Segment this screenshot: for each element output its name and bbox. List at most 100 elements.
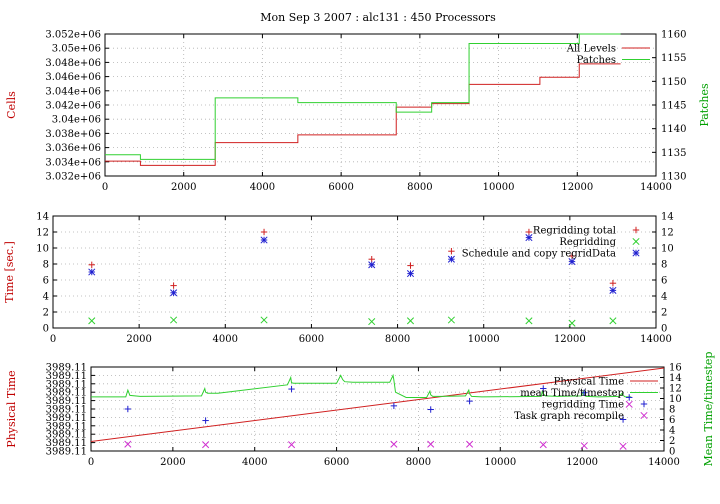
x-tick-label: 4000: [242, 457, 267, 468]
y-tick-label-left: 3989.11: [46, 421, 87, 432]
y-tick-label-right: 10: [661, 244, 674, 255]
y-tick-label-left: 4: [43, 292, 49, 303]
x-tick-label: 12000: [561, 182, 593, 193]
y-axis-label-left: Time [sec.]: [3, 241, 16, 303]
y-tick-label-right: 2: [661, 308, 667, 319]
data-point: [170, 289, 178, 297]
legend-label: Schedule and copy regridData: [462, 249, 616, 260]
data-point: [88, 317, 96, 325]
data-point: [540, 385, 547, 392]
legend-label: Regridding total: [533, 226, 616, 237]
x-tick-label: 6000: [328, 182, 353, 193]
legend-label: All Levels: [566, 44, 616, 55]
series-line-physical-time: [90, 367, 665, 443]
data-point: [466, 440, 474, 448]
y-tick-label-left: 3989.11: [46, 388, 87, 399]
x-tick-label: 4000: [250, 182, 275, 193]
y-tick-label-right: 0: [669, 447, 675, 458]
x-tick-label: 0: [50, 334, 56, 345]
x-tick-label: 4000: [213, 334, 238, 345]
data-point: [202, 417, 209, 424]
data-point: [568, 258, 576, 266]
data-point: [260, 316, 268, 324]
x-tick-label: 2000: [126, 334, 151, 345]
x-tick-label: 10000: [484, 457, 516, 468]
y-tick-label-left: 3989.11: [46, 430, 87, 441]
y-axis-label-right: Patches: [698, 83, 711, 127]
data-point: [609, 317, 617, 325]
data-point: [427, 406, 434, 413]
y-tick-label-left: 3989.11: [46, 438, 87, 449]
data-point: [260, 228, 268, 236]
legend-marker: [640, 411, 648, 420]
x-tick-label: 10000: [483, 182, 515, 193]
data-point: [580, 389, 588, 396]
data-point: [88, 268, 96, 276]
data-point: [260, 236, 268, 244]
y-tick-label-right: 1140: [661, 124, 686, 135]
y-tick-label-right: 14: [661, 212, 674, 223]
data-point: [407, 262, 414, 269]
y-tick-label-left: 10: [36, 244, 49, 255]
legend-marker: [632, 237, 640, 246]
x-tick-label: 2000: [171, 182, 196, 193]
y-tick-label-left: 3989.11: [46, 447, 87, 458]
y-tick-label-left: 14: [36, 212, 49, 223]
data-point: [368, 256, 375, 263]
y-tick-label-right: 1135: [661, 148, 686, 159]
data-point: [619, 416, 627, 423]
data-point: [466, 397, 473, 405]
y-tick-label-right: 1130: [661, 172, 686, 183]
y-tick-label-right: 0: [661, 324, 667, 335]
data-point: [580, 442, 588, 450]
data-point: [368, 261, 376, 269]
y-tick-label-left: 0: [43, 324, 49, 335]
legend-label: regridding Time: [542, 400, 624, 411]
y-tick-label-left: 12: [36, 228, 49, 239]
y-tick-label-right: 1150: [661, 77, 686, 88]
x-tick-label: 12000: [554, 334, 586, 345]
y-axis-label-left: Physical Time: [5, 370, 18, 447]
x-tick-label: 10000: [468, 334, 500, 345]
data-point: [447, 255, 455, 263]
data-point: [406, 270, 415, 278]
data-point: [390, 402, 398, 410]
y-tick-label-right: 4: [669, 426, 675, 437]
data-point: [525, 317, 533, 325]
data-point: [525, 228, 533, 236]
y-tick-label-right: 8: [669, 405, 675, 416]
legend-label: mean Time/timestep: [520, 388, 624, 399]
data-point: [619, 442, 627, 450]
data-point: [202, 441, 210, 449]
y-tick-label-left: 3989.11: [46, 363, 87, 374]
y-axis-label-left: Cells: [5, 91, 18, 119]
y-tick-label-left: 3.046e+06: [45, 72, 101, 83]
series-line-patches: [105, 33, 621, 160]
y-tick-label-left: 3.042e+06: [45, 101, 101, 112]
data-point: [609, 286, 617, 294]
y-tick-label-left: 3.048e+06: [45, 58, 101, 69]
y-tick-label-left: 3.052e+06: [45, 30, 101, 41]
panel-cells-patches: Cells Patches 0 2000 4000 6000 8000 10000 1200…: [5, 30, 711, 194]
data-point: [288, 385, 295, 393]
panel-regridding-time: Time [sec.] 0 2000 4000 6000 8000 10000 12000 1…: [3, 212, 674, 346]
y-tick-label-right: 1145: [661, 101, 686, 112]
y-tick-label-left: 2: [43, 308, 49, 319]
series-line-all-levels: [105, 63, 621, 166]
legend-marker: [632, 249, 640, 257]
y-tick-label-right: 8: [661, 260, 667, 271]
y-tick-label-right: 16: [669, 363, 682, 374]
x-tick-label: 14000: [648, 457, 680, 468]
y-tick-label-right: 12: [669, 384, 682, 395]
x-tick-label: 14000: [640, 334, 672, 345]
y-tick-label-left: 3.04e+06: [52, 115, 101, 126]
y-tick-label-right: 2: [669, 436, 675, 447]
y-tick-label-left: 3.05e+06: [52, 44, 101, 55]
data-point: [568, 252, 576, 260]
x-tick-label: 12000: [566, 457, 598, 468]
y-tick-label-right: 12: [661, 228, 674, 239]
y-tick-label-right: 6: [669, 415, 675, 426]
y-tick-label-left: 3.034e+06: [45, 157, 101, 168]
